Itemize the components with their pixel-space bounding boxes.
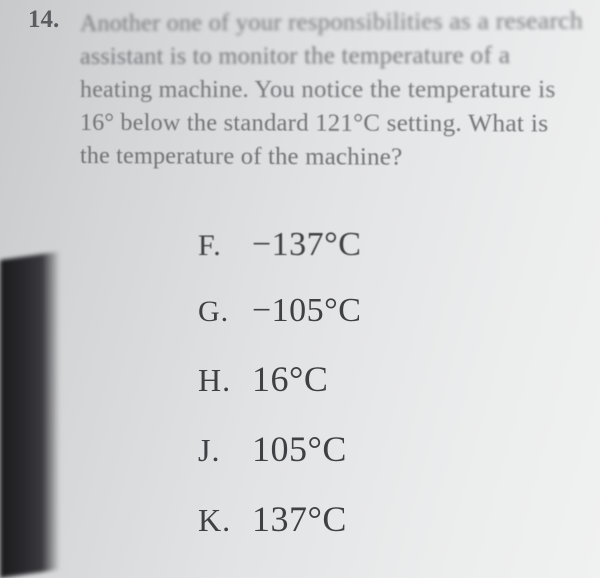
choice-letter: H. [198, 362, 252, 399]
choice-letter: F. [198, 229, 252, 263]
choice-value: 137°C [252, 498, 347, 540]
question-number: 14. [28, 6, 59, 34]
question-line: assistant is to monitor the temperature … [80, 39, 600, 74]
choice-J: J. 105°C [198, 428, 361, 470]
choice-letter: G. [198, 295, 252, 329]
choice-K: K. 137°C [198, 498, 361, 540]
choice-H: H. 16°C [198, 358, 361, 400]
choice-letter: K. [198, 502, 252, 539]
answer-choices: F. −137°C G. −105°C H. 16°C J. 105°C K. … [198, 226, 361, 568]
question-text: Another one of your responsibilities as … [80, 5, 600, 177]
choice-value: −137°C [252, 226, 361, 264]
choice-F: F. −137°C [198, 226, 361, 264]
question-line: 16° below the standard 121°C setting. Wh… [80, 107, 600, 142]
page-shadow-edge [0, 252, 60, 578]
choice-value: −105°C [252, 292, 361, 330]
choice-G: G. −105°C [198, 292, 361, 330]
choice-value: 16°C [252, 358, 328, 400]
question-line: heating machine. You notice the temperat… [80, 74, 600, 108]
choice-letter: J. [198, 432, 252, 469]
question-line: Another one of your responsibilities as … [80, 5, 600, 42]
question-line: the temperature of the machine? [80, 140, 600, 177]
choice-value: 105°C [252, 428, 347, 470]
